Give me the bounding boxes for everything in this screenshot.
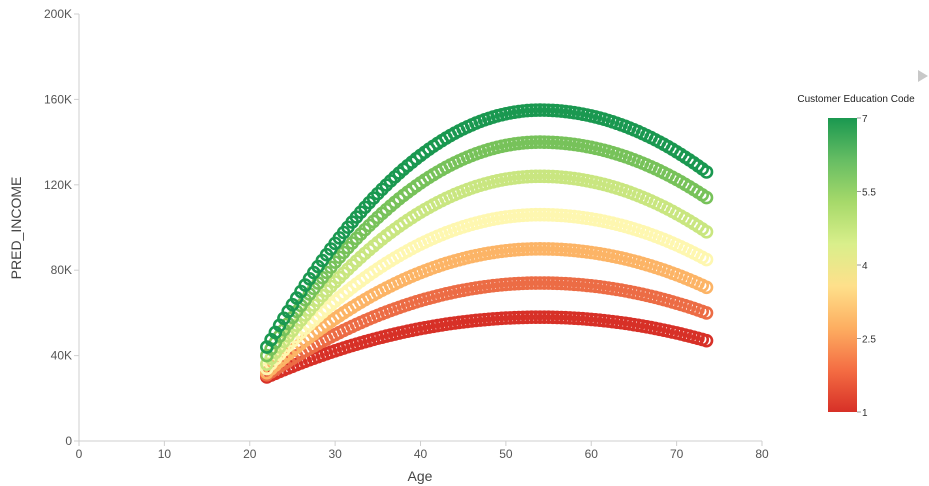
data-point[interactable] bbox=[516, 310, 530, 325]
y-axis-title: PRED_INCOME bbox=[8, 177, 24, 280]
data-point[interactable] bbox=[528, 169, 543, 184]
data-point[interactable] bbox=[699, 252, 714, 267]
data-point[interactable] bbox=[546, 242, 560, 256]
series-education-5 bbox=[260, 169, 714, 371]
data-point[interactable] bbox=[533, 103, 547, 117]
data-point[interactable] bbox=[699, 333, 714, 348]
legend-title: Customer Education Code bbox=[797, 94, 915, 105]
y-tick-label: 120K bbox=[44, 178, 72, 192]
data-point[interactable] bbox=[528, 207, 543, 222]
data-point[interactable] bbox=[524, 103, 539, 118]
x-axis-title: Age bbox=[408, 468, 433, 484]
data-point[interactable] bbox=[541, 276, 556, 290]
data-point[interactable] bbox=[533, 169, 547, 184]
legend-tick-label: 1 bbox=[862, 408, 868, 419]
plot-area bbox=[260, 103, 714, 384]
data-point[interactable] bbox=[541, 103, 556, 118]
data-point[interactable] bbox=[699, 165, 714, 179]
data-point[interactable] bbox=[537, 276, 552, 290]
y-tick-label: 0 bbox=[65, 434, 72, 448]
data-point[interactable] bbox=[546, 276, 560, 290]
data-point[interactable] bbox=[541, 242, 556, 256]
y-tick-label: 160K bbox=[44, 92, 72, 106]
data-point[interactable] bbox=[533, 310, 547, 324]
y-tick-label: 40K bbox=[51, 349, 72, 363]
y-tick-label: 200K bbox=[44, 7, 72, 21]
data-point[interactable] bbox=[520, 242, 535, 256]
legend-tick-label: 4 bbox=[862, 261, 868, 272]
color-legend: Customer Education Code 7 5.5 4 2.5 1 bbox=[797, 70, 928, 419]
axes: 0 10 20 30 40 50 60 70 80 0 40K 80K 120K 160K 200K Ag… bbox=[8, 7, 769, 484]
data-point[interactable] bbox=[524, 310, 539, 325]
triangle-right-icon[interactable] bbox=[918, 70, 928, 82]
data-point[interactable] bbox=[533, 135, 547, 149]
data-point[interactable] bbox=[537, 207, 552, 222]
x-tick-label: 20 bbox=[243, 447, 257, 461]
data-point[interactable] bbox=[528, 310, 543, 324]
data-point[interactable] bbox=[541, 208, 556, 222]
legend-ticks: 7 5.5 4 2.5 1 bbox=[857, 114, 876, 419]
x-tick-label: 50 bbox=[499, 447, 513, 461]
x-tick-label: 0 bbox=[76, 447, 83, 461]
data-point[interactable] bbox=[558, 310, 573, 325]
data-point[interactable] bbox=[537, 169, 552, 184]
data-point[interactable] bbox=[528, 242, 543, 256]
data-point[interactable] bbox=[537, 242, 552, 256]
data-point[interactable] bbox=[520, 208, 535, 222]
data-point[interactable] bbox=[528, 135, 543, 149]
x-tick-label: 40 bbox=[414, 447, 428, 461]
data-point[interactable] bbox=[554, 310, 569, 325]
y-tick-label: 80K bbox=[51, 263, 72, 277]
data-point[interactable] bbox=[699, 280, 714, 295]
data-point[interactable] bbox=[546, 310, 560, 325]
data-point[interactable] bbox=[699, 306, 714, 320]
legend-color-bar bbox=[828, 118, 857, 412]
data-point[interactable] bbox=[524, 208, 539, 222]
data-point[interactable] bbox=[524, 276, 539, 290]
legend-tick-label: 5.5 bbox=[862, 188, 876, 199]
data-point[interactable] bbox=[699, 190, 714, 205]
data-point[interactable] bbox=[537, 135, 552, 149]
x-tick-label: 10 bbox=[158, 447, 172, 461]
data-point[interactable] bbox=[546, 208, 560, 222]
data-point[interactable] bbox=[511, 276, 526, 291]
x-tick-label: 80 bbox=[755, 447, 769, 461]
x-tick-label: 70 bbox=[670, 447, 684, 461]
data-point[interactable] bbox=[541, 310, 556, 325]
series-education-1 bbox=[260, 310, 714, 384]
data-point[interactable] bbox=[541, 135, 556, 150]
data-point[interactable] bbox=[528, 276, 543, 290]
x-tick-label: 30 bbox=[328, 447, 342, 461]
data-point[interactable] bbox=[550, 276, 564, 291]
x-tick-label: 60 bbox=[585, 447, 599, 461]
data-point[interactable] bbox=[699, 224, 714, 239]
data-point[interactable] bbox=[511, 310, 526, 325]
data-point[interactable] bbox=[528, 103, 543, 117]
y-ticks: 0 40K 80K 120K 160K 200K bbox=[44, 7, 79, 448]
legend-tick-label: 2.5 bbox=[862, 335, 876, 346]
data-point[interactable] bbox=[524, 135, 539, 150]
data-point[interactable] bbox=[507, 310, 522, 325]
data-point[interactable] bbox=[520, 276, 535, 291]
data-point[interactable] bbox=[520, 310, 535, 325]
data-point[interactable] bbox=[516, 276, 530, 291]
data-point[interactable] bbox=[550, 310, 564, 325]
data-point[interactable] bbox=[524, 242, 539, 256]
data-point[interactable] bbox=[541, 169, 556, 184]
data-point[interactable] bbox=[533, 207, 547, 222]
data-point[interactable] bbox=[503, 311, 517, 325]
legend-tick-label: 7 bbox=[862, 114, 868, 125]
data-point[interactable] bbox=[524, 169, 539, 184]
data-point[interactable] bbox=[533, 242, 547, 256]
data-point[interactable] bbox=[533, 276, 547, 290]
series-education-2 bbox=[260, 276, 714, 382]
data-point[interactable] bbox=[537, 103, 552, 117]
data-point[interactable] bbox=[537, 310, 552, 324]
series-education-7 bbox=[260, 103, 714, 354]
series-education-3 bbox=[260, 242, 714, 380]
x-ticks: 0 10 20 30 40 50 60 70 80 bbox=[76, 441, 769, 461]
